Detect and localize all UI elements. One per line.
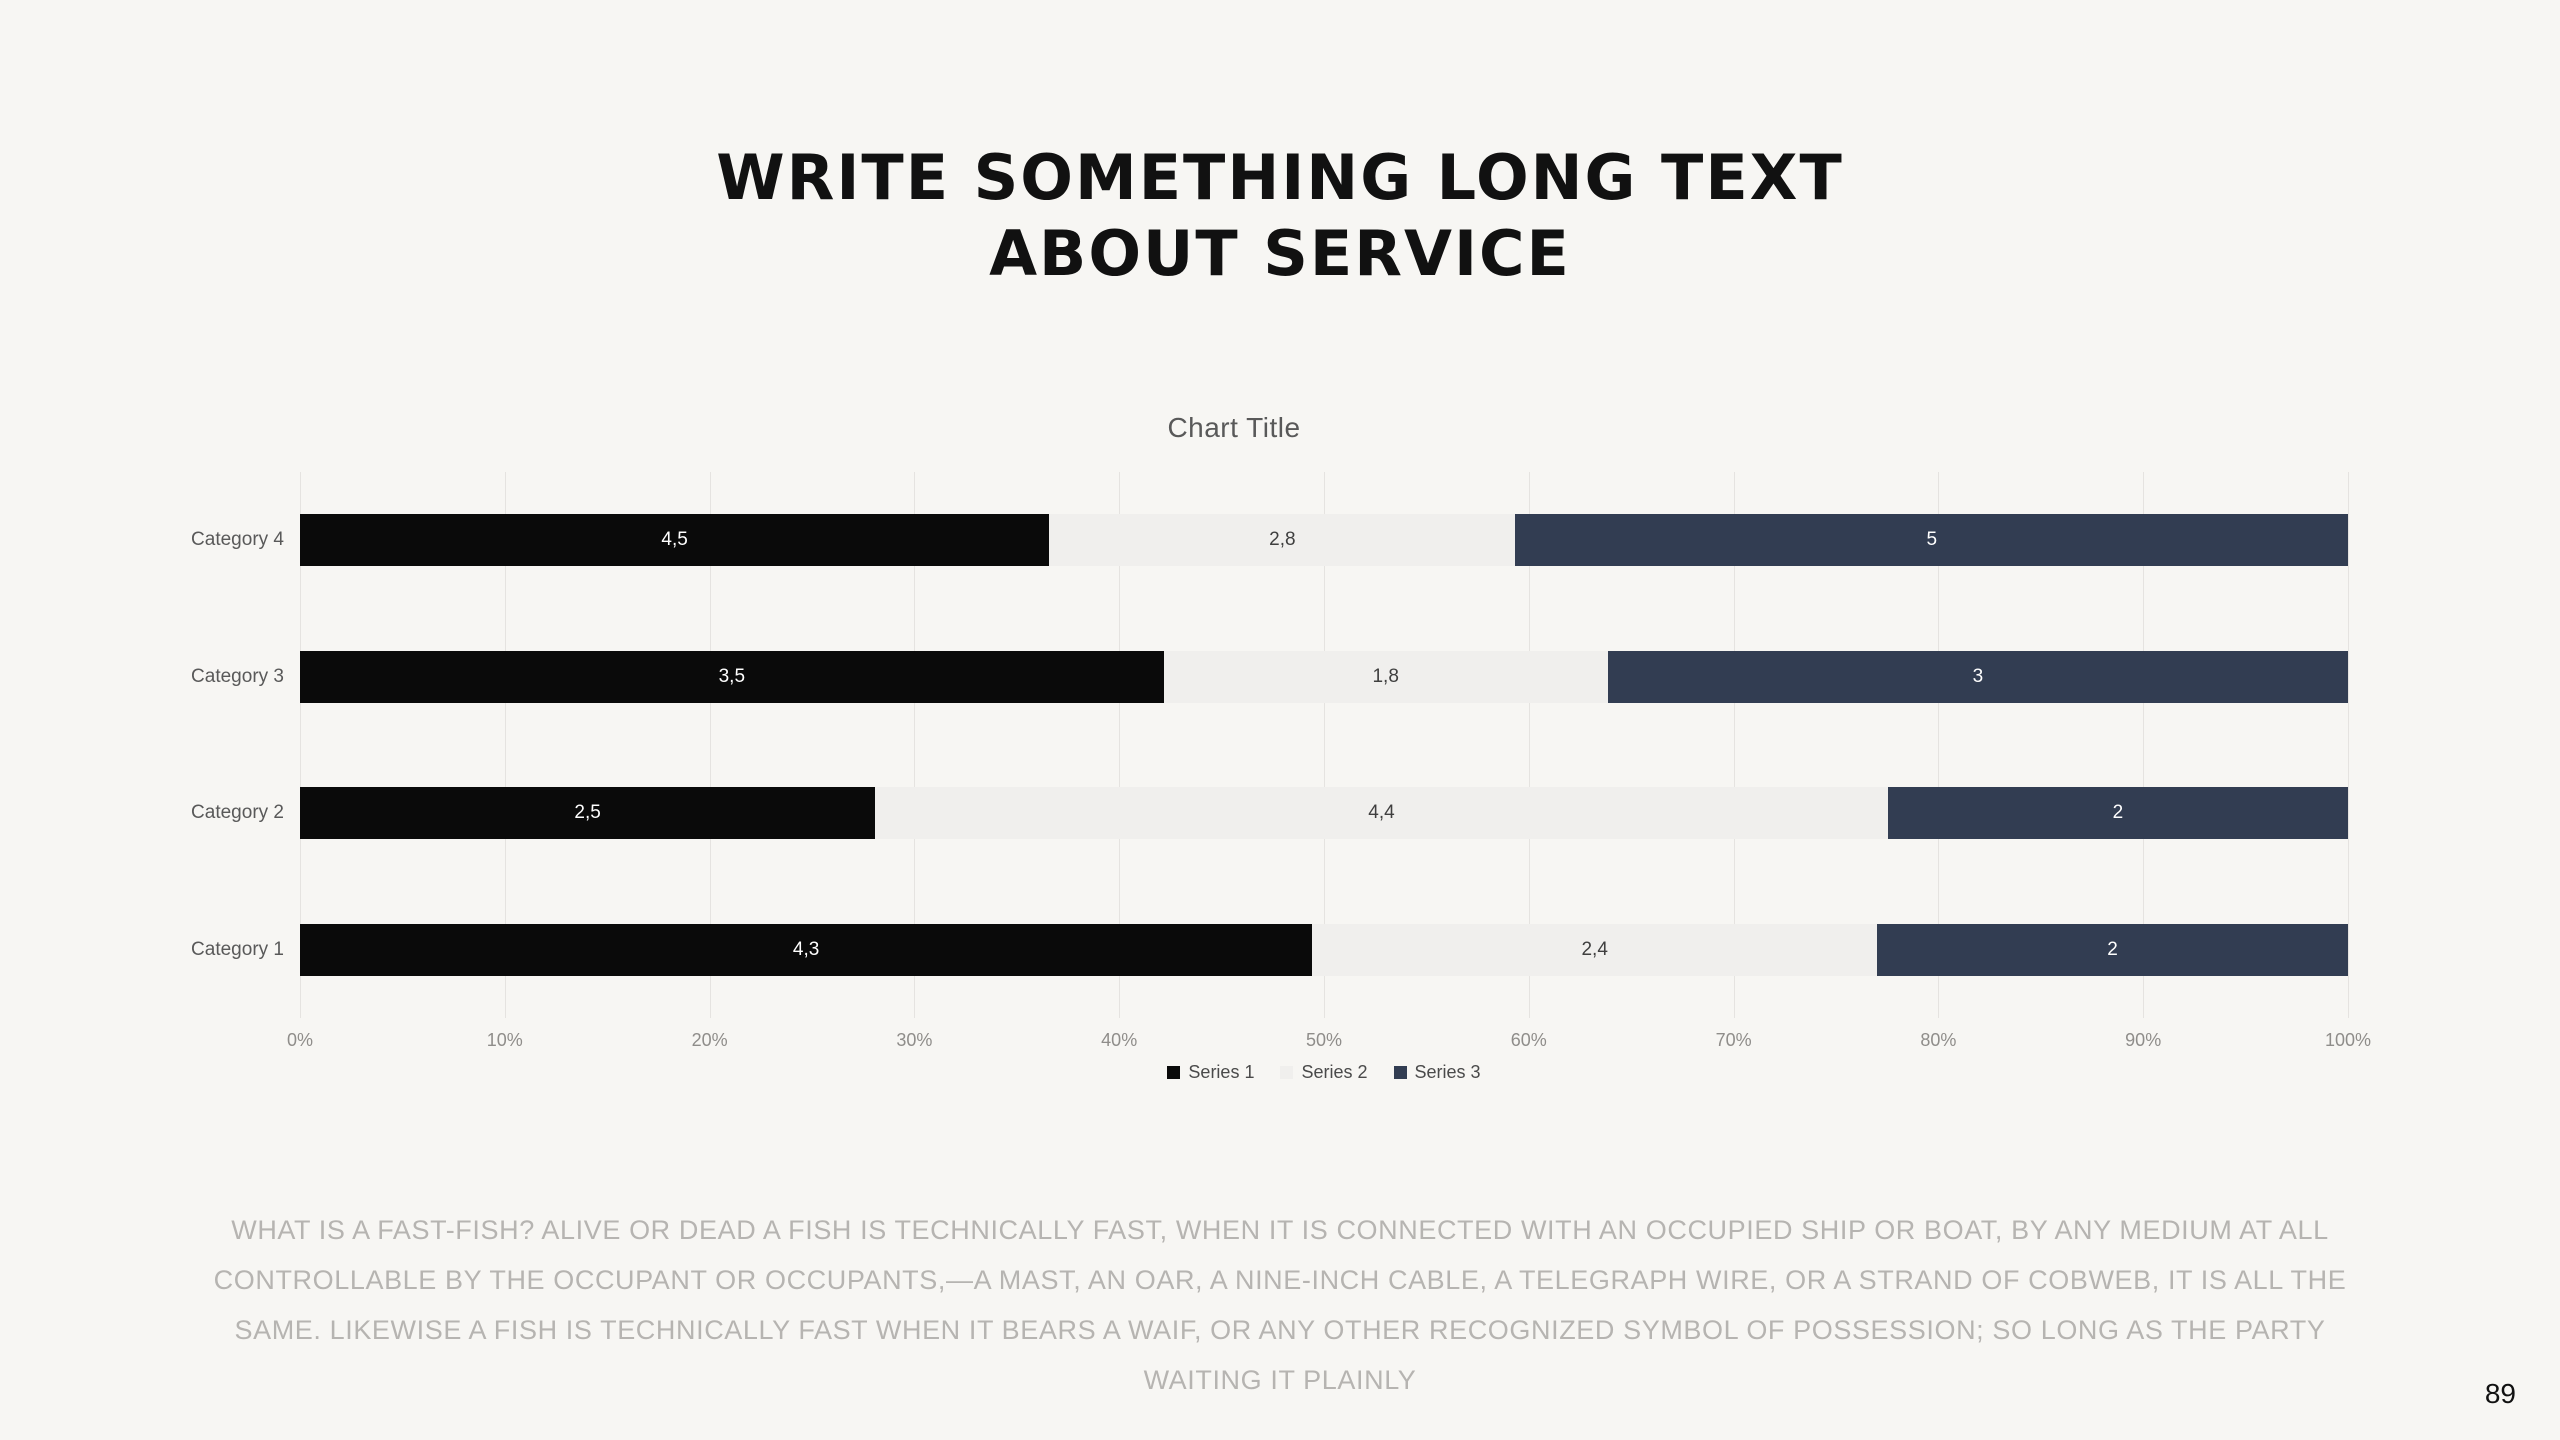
- legend-swatch: [1393, 1066, 1407, 1079]
- gridline: [504, 472, 506, 1018]
- page-number: 89: [2484, 1378, 2516, 1409]
- x-axis-tick-label: 80%: [1920, 1030, 1957, 1050]
- gridline: [1324, 472, 1325, 1018]
- bar-segment: 4,4: [875, 787, 1888, 840]
- legend-item: Series 2: [1280, 1062, 1368, 1083]
- bar-row: Category 2 2,5 4,4 2: [191, 787, 2348, 840]
- body-text: WHAT IS A FAST-FISH? ALIVE OR DEAD A FIS…: [213, 1215, 2347, 1395]
- bar-segment: 3: [1607, 650, 2348, 703]
- bar-segment: 5: [1515, 514, 2348, 567]
- category-label: Category 2: [191, 802, 284, 824]
- x-axis-tick-label: 0%: [286, 1030, 314, 1050]
- x-axis-tick-label: 50%: [1305, 1030, 1343, 1050]
- title-line-2: ABOUT SERVICE: [989, 217, 1571, 290]
- gridline: [1733, 472, 1735, 1018]
- slide-title: WRITE SOMETHING LONG TEXT ABOUT SERVICE: [0, 140, 2560, 292]
- gridline: [1528, 472, 1530, 1018]
- x-axis-tick-label: 30%: [896, 1030, 933, 1050]
- bar-row: Category 4 4,5 2,8 5: [191, 514, 2348, 567]
- legend-item: Series 1: [1167, 1062, 1254, 1083]
- gridline: [2348, 472, 2349, 1018]
- x-axis-tick-label: 20%: [691, 1030, 728, 1050]
- chart-title: Chart Title: [1167, 412, 1301, 443]
- bar-segment: 2,5: [300, 787, 876, 840]
- x-axis: 0% 10% 20% 30% 40% 50% 60% 70% 80% 90% 100%: [287, 1018, 2371, 1052]
- gridline: [300, 472, 301, 1018]
- x-axis-tick-label: 40%: [1101, 1030, 1138, 1050]
- legend-swatch: [1167, 1066, 1181, 1079]
- legend-item: Series 3: [1393, 1062, 1481, 1083]
- legend: Series 1 Series 2 Series 3: [300, 1062, 2348, 1083]
- bar-row: Category 1 4,3 2,4 2: [191, 923, 2348, 976]
- category-label: Category 1: [191, 938, 284, 960]
- bar-row: Category 3 3,5 1,8 3: [191, 650, 2348, 703]
- category-label: Category 4: [191, 529, 284, 551]
- bar-segment: 4,3: [300, 923, 1313, 976]
- title-line-1: WRITE SOMETHING LONG TEXT: [716, 141, 1844, 214]
- gridline: [1938, 472, 1940, 1018]
- x-axis-tick-label: 60%: [1510, 1030, 1547, 1050]
- bar-segment: 2,8: [1049, 514, 1516, 567]
- legend-label: Series 1: [1188, 1062, 1255, 1082]
- bar-segment: 4,5: [300, 514, 1050, 567]
- bar-segment: 2,4: [1312, 923, 1878, 976]
- legend-swatch: [1280, 1066, 1294, 1079]
- legend-label: Series 2: [1301, 1062, 1368, 1082]
- bar-segment: 2: [1887, 787, 2348, 840]
- stacked-bar-chart: Chart Title Category 4 4,5 2,8 5 Category 3 3…: [120, 412, 2371, 1082]
- gridline: [2143, 472, 2145, 1018]
- gridline: [709, 472, 711, 1018]
- x-axis-tick-label: 10%: [486, 1030, 523, 1050]
- category-label: Category 3: [191, 665, 284, 687]
- bar-segment: 3,5: [300, 650, 1164, 703]
- gridline: [914, 472, 916, 1018]
- plot-area: Category 4 4,5 2,8 5 Category 3 3,5 1,8 3 Catego…: [191, 472, 2371, 1082]
- legend-label: Series 3: [1414, 1062, 1481, 1082]
- bar-segment: 1,8: [1163, 650, 1608, 703]
- x-axis-tick-label: 90%: [2125, 1030, 2162, 1050]
- x-axis-tick-label: 70%: [1715, 1030, 1752, 1050]
- x-axis-tick-label: 100%: [2324, 1030, 2372, 1050]
- bar-segment: 2: [1877, 923, 2348, 976]
- gridline: [1119, 472, 1121, 1018]
